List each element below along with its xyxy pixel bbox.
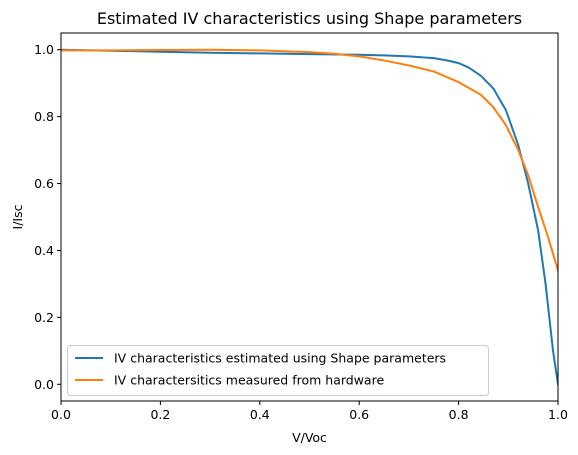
x-tick-label: 0.4	[250, 407, 270, 422]
y-tick-label: 0.4	[34, 243, 54, 258]
chart-title: Estimated IV characteristics using Shape…	[97, 9, 522, 28]
plot-frame	[60, 32, 559, 402]
x-tick-label: 1.0	[548, 407, 568, 422]
x-tick-label: 0.8	[449, 407, 469, 422]
y-tick-label: 0.0	[34, 377, 54, 392]
y-axis-label: I/Isc	[10, 204, 25, 229]
series-line-1	[61, 48, 558, 386]
x-tick-label: 0.6	[349, 407, 369, 422]
x-tick-label: 0.0	[51, 407, 71, 422]
legend-label: IV charactersitics measured from hardwar…	[114, 373, 384, 388]
y-axis: 0.0 0.2 0.4 0.6 0.8 1.0	[34, 42, 61, 392]
y-tick-label: 0.2	[34, 310, 54, 325]
y-tick-label: 1.0	[34, 42, 54, 57]
x-axis-label: V/Voc	[292, 430, 327, 445]
y-tick-label: 0.8	[34, 109, 54, 124]
x-axis: 0.0 0.2 0.4 0.6 0.8 1.0	[51, 401, 568, 422]
legend: IV characteristics estimated using Shape…	[67, 345, 489, 396]
series-line-2	[61, 48, 558, 272]
y-tick-label: 0.6	[34, 176, 54, 191]
plot-area	[61, 48, 558, 386]
legend-frame	[67, 345, 489, 396]
legend-label: IV characteristics estimated using Shape…	[114, 351, 446, 366]
x-tick-label: 0.2	[150, 407, 170, 422]
